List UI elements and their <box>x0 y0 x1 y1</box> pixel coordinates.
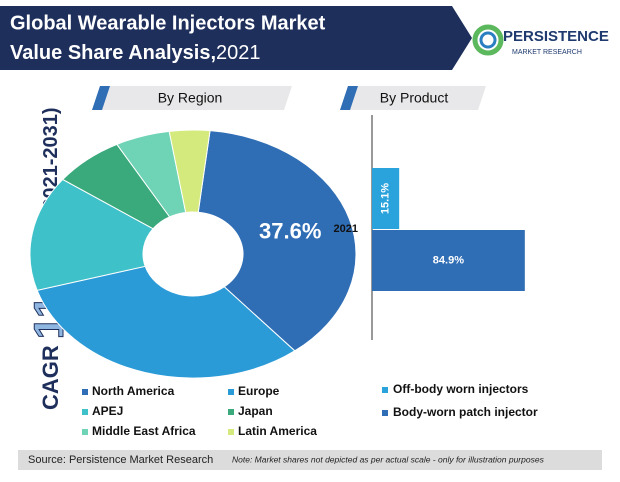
bar <box>372 168 400 229</box>
title-year: 2021 <box>216 42 261 64</box>
logo-ring <box>472 24 504 56</box>
legend-swatch <box>228 409 234 415</box>
footer-note: Note: Market shares not depicted as per … <box>232 454 545 464</box>
bar-label: 84.9% <box>433 254 464 266</box>
legend-swatch <box>228 389 234 395</box>
legend-swatch <box>82 429 88 435</box>
section-accent <box>92 86 110 110</box>
title-line: Value Share Analysis,2021 <box>10 42 261 64</box>
legend-label: Europe <box>238 384 280 398</box>
legend-swatch <box>82 409 88 415</box>
legend-swatch <box>382 410 388 416</box>
legend-label: APEJ <box>92 404 123 418</box>
section-box <box>92 86 292 110</box>
slice-label: 37.6% <box>259 218 321 243</box>
pie-slice <box>168 129 211 214</box>
category-label: 2021 <box>334 223 358 235</box>
logo-ring <box>479 31 497 49</box>
footer-bar <box>18 450 602 470</box>
bar <box>372 230 525 291</box>
legend-label: Body-worn patch injector <box>393 405 538 419</box>
pie-slice <box>197 130 357 352</box>
pie-slice <box>29 178 154 291</box>
legend-label: North America <box>92 384 175 398</box>
legend-label: Latin America <box>238 424 317 438</box>
section-title: By Region <box>158 90 223 106</box>
pie-slice <box>36 265 296 379</box>
title-line: Global Wearable Injectors Market <box>10 12 326 34</box>
section-box <box>340 86 486 110</box>
section-title: By Product <box>380 90 449 106</box>
bar-label: 15.1% <box>379 183 391 214</box>
legend-label: Japan <box>238 404 273 418</box>
legend-swatch <box>382 387 388 393</box>
logo-tagline: MARKET RESEARCH <box>512 49 582 56</box>
footer-source: Source: Persistence Market Research <box>28 454 213 466</box>
section-accent <box>340 86 358 110</box>
title-text: Value Share Analysis, <box>10 42 216 64</box>
cagr-label: CAGR <box>38 345 63 410</box>
legend-swatch <box>228 429 234 435</box>
title-banner <box>0 6 472 70</box>
legend-label: Off-body worn injectors <box>393 382 529 396</box>
legend-swatch <box>82 389 88 395</box>
legend-label: Middle East Africa <box>92 424 196 438</box>
logo-name: PERSISTENCE <box>503 28 609 45</box>
